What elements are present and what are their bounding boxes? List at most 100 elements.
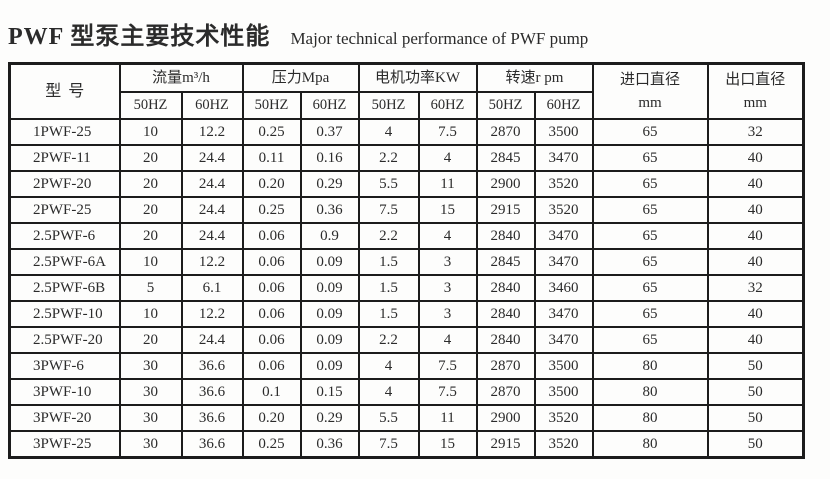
value-cell: 0.09	[299, 300, 360, 328]
value-cell: 11	[417, 404, 478, 432]
value-cell: 10	[118, 300, 183, 328]
value-cell: 20	[118, 144, 183, 172]
col-header-power-60hz: 60HZ	[417, 91, 478, 120]
value-cell: 2840	[475, 300, 536, 328]
model-cell: 2PWF-20	[8, 170, 121, 198]
table-row: 2PWF-20 20 24.4 0.20 0.29 5.5 11 2900 3520 65 40	[8, 170, 805, 198]
value-cell: 40	[706, 196, 805, 224]
value-cell: 4	[357, 352, 420, 380]
table-row: 2.5PWF-6 20 24.4 0.06 0.9 2.2 4 2840 3470 65 40	[8, 222, 805, 250]
value-cell: 3520	[533, 430, 594, 459]
value-cell: 3470	[533, 222, 594, 250]
value-cell: 0.25	[241, 430, 302, 459]
model-cell: 2PWF-11	[8, 144, 121, 172]
title-english: Major technical performance of PWF pump	[290, 29, 589, 48]
model-cell: 3PWF-10	[8, 378, 121, 406]
table-row: 2PWF-11 20 24.4 0.11 0.16 2.2 4 2845 3470 65 40	[8, 144, 805, 172]
value-cell: 0.25	[241, 118, 302, 146]
value-cell: 3	[417, 274, 478, 302]
value-cell: 0.09	[299, 326, 360, 354]
value-cell: 7.5	[417, 352, 478, 380]
value-cell: 24.4	[180, 326, 244, 354]
value-cell: 12.2	[180, 248, 244, 276]
value-cell: 0.37	[299, 118, 360, 146]
model-cell: 2.5PWF-6A	[8, 248, 121, 276]
col-header-pressure-60hz: 60HZ	[299, 91, 360, 120]
value-cell: 36.6	[180, 378, 244, 406]
value-cell: 7.5	[357, 430, 420, 459]
value-cell: 1.5	[357, 248, 420, 276]
value-cell: 50	[706, 404, 805, 432]
value-cell: 80	[591, 430, 709, 459]
value-cell: 0.16	[299, 144, 360, 172]
value-cell: 2.2	[357, 144, 420, 172]
title-chinese: PWF 型泵主要技术性能	[8, 24, 271, 50]
value-cell: 40	[706, 300, 805, 328]
value-cell: 0.09	[299, 248, 360, 276]
col-header-power-50hz: 50HZ	[357, 91, 420, 120]
table-row: 1PWF-25 10 12.2 0.25 0.37 4 7.5 2870 3500 65 32	[8, 118, 805, 146]
outlet-diameter-unit: mm	[743, 94, 767, 111]
value-cell: 65	[591, 326, 709, 354]
value-cell: 65	[591, 248, 709, 276]
value-cell: 2915	[475, 196, 536, 224]
value-cell: 7.5	[417, 118, 478, 146]
value-cell: 2.2	[357, 222, 420, 250]
value-cell: 0.11	[241, 144, 302, 172]
value-cell: 4	[417, 222, 478, 250]
value-cell: 2900	[475, 170, 536, 198]
value-cell: 3500	[533, 118, 594, 146]
model-cell: 3PWF-20	[8, 404, 121, 432]
value-cell: 2915	[475, 430, 536, 459]
inlet-diameter-unit: mm	[638, 94, 662, 111]
value-cell: 65	[591, 118, 709, 146]
pump-spec-table: 型号 流量m³/h 压力Mpa 电机功率KW 转速r pm 进口直径 mm 出口…	[8, 62, 805, 459]
value-cell: 2870	[475, 118, 536, 146]
value-cell: 0.20	[241, 170, 302, 198]
model-cell: 2.5PWF-6B	[8, 274, 121, 302]
value-cell: 2845	[475, 248, 536, 276]
value-cell: 3	[417, 300, 478, 328]
col-group-speed: 转速r pm	[475, 62, 594, 93]
value-cell: 0.06	[241, 300, 302, 328]
value-cell: 10	[118, 118, 183, 146]
model-cell: 2PWF-25	[8, 196, 121, 224]
value-cell: 2870	[475, 352, 536, 380]
value-cell: 0.06	[241, 326, 302, 354]
value-cell: 80	[591, 378, 709, 406]
col-group-motor-power: 电机功率KW	[357, 62, 478, 93]
value-cell: 15	[417, 196, 478, 224]
value-cell: 40	[706, 248, 805, 276]
value-cell: 0.06	[241, 352, 302, 380]
model-cell: 2.5PWF-10	[8, 300, 121, 328]
value-cell: 50	[706, 430, 805, 459]
col-header-speed-50hz: 50HZ	[475, 91, 536, 120]
model-cell: 2.5PWF-20	[8, 326, 121, 354]
value-cell: 2870	[475, 378, 536, 406]
value-cell: 20	[118, 326, 183, 354]
value-cell: 3	[417, 248, 478, 276]
col-group-flow: 流量m³/h	[118, 62, 244, 93]
col-header-flow-50hz: 50HZ	[118, 91, 183, 120]
value-cell: 0.15	[299, 378, 360, 406]
value-cell: 65	[591, 274, 709, 302]
value-cell: 40	[706, 326, 805, 354]
value-cell: 5.5	[357, 404, 420, 432]
value-cell: 0.36	[299, 430, 360, 459]
value-cell: 65	[591, 144, 709, 172]
table-row: 3PWF-6 30 36.6 0.06 0.09 4 7.5 2870 3500 80 50	[8, 352, 805, 380]
col-group-pressure: 压力Mpa	[241, 62, 360, 93]
value-cell: 80	[591, 352, 709, 380]
value-cell: 3470	[533, 144, 594, 172]
value-cell: 0.06	[241, 274, 302, 302]
value-cell: 0.1	[241, 378, 302, 406]
value-cell: 24.4	[180, 222, 244, 250]
table-row: 2.5PWF-10 10 12.2 0.06 0.09 1.5 3 2840 3470 65 40	[8, 300, 805, 328]
table-header: 型号 流量m³/h 压力Mpa 电机功率KW 转速r pm 进口直径 mm 出口…	[8, 62, 805, 120]
value-cell: 30	[118, 430, 183, 459]
page-title: PWF 型泵主要技术性能 Major technical performance…	[8, 16, 588, 51]
value-cell: 36.6	[180, 352, 244, 380]
value-cell: 50	[706, 352, 805, 380]
value-cell: 5	[118, 274, 183, 302]
value-cell: 7.5	[417, 378, 478, 406]
